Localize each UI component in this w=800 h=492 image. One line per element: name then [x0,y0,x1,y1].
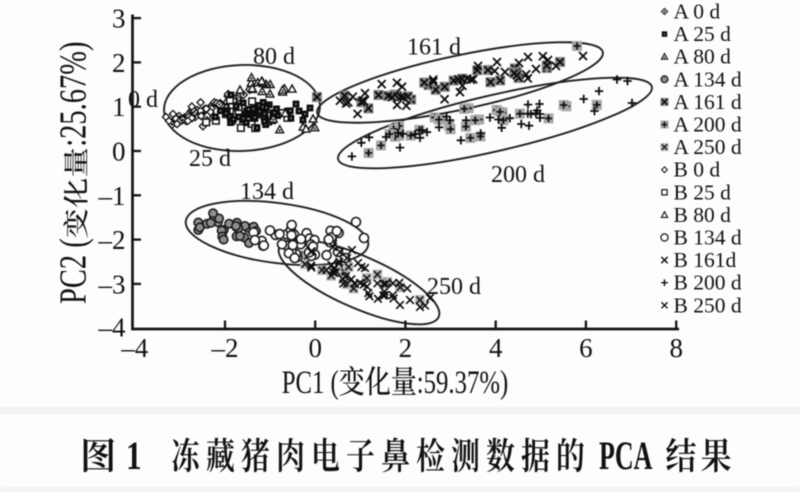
svg-text:–4: –4 [120,333,149,363]
svg-text:2: 2 [112,48,126,78]
svg-text:A 0 d: A 0 d [674,0,721,24]
svg-text:A 134 d: A 134 d [674,67,742,91]
svg-text:0: 0 [112,137,126,167]
svg-text:–3: –3 [98,269,126,299]
svg-text:PCA: PCA [599,435,653,479]
svg-text:A 250 d: A 250 d [674,135,742,159]
svg-text:161 d: 161 d [407,35,461,61]
svg-text:PC1 (: PC1 ( [282,365,339,401]
svg-text:2: 2 [399,333,413,363]
svg-text:–1: –1 [98,181,126,211]
svg-text:80 d: 80 d [253,44,295,70]
svg-text:B 250 d: B 250 d [674,293,742,317]
svg-text:A 25 d: A 25 d [674,22,732,46]
svg-text:6: 6 [579,333,593,363]
svg-text:250 d: 250 d [427,274,481,300]
svg-text:–2: –2 [98,225,126,255]
svg-text::25.67%): :25.67%) [53,42,95,147]
svg-text:B 80 d: B 80 d [674,203,732,227]
svg-text:0 d: 0 d [128,87,158,113]
svg-text:B 0 d: B 0 d [674,158,721,182]
svg-text:134 d: 134 d [240,179,294,205]
svg-text:–2: –2 [211,333,239,363]
svg-text:B 161d: B 161d [674,248,737,272]
svg-text:1: 1 [112,92,126,122]
svg-text:1: 1 [126,433,142,478]
svg-text:4: 4 [489,333,503,363]
svg-text:A 80 d: A 80 d [674,45,732,69]
svg-text::59.37%): :59.37%) [417,365,508,401]
svg-text:8: 8 [669,333,683,363]
svg-text:200 d: 200 d [491,162,545,188]
svg-text:B 200 d: B 200 d [674,271,742,295]
svg-text:PC2 (: PC2 ( [53,238,95,304]
svg-text:0: 0 [308,333,322,363]
svg-text:A 200 d: A 200 d [674,113,742,137]
svg-text:A 161 d: A 161 d [674,90,742,114]
svg-text:–4: –4 [98,313,127,343]
svg-text:25 d: 25 d [189,146,231,172]
svg-text:B 134 d: B 134 d [674,226,742,250]
svg-text:3: 3 [112,4,126,34]
svg-text:B 25 d: B 25 d [674,180,732,204]
